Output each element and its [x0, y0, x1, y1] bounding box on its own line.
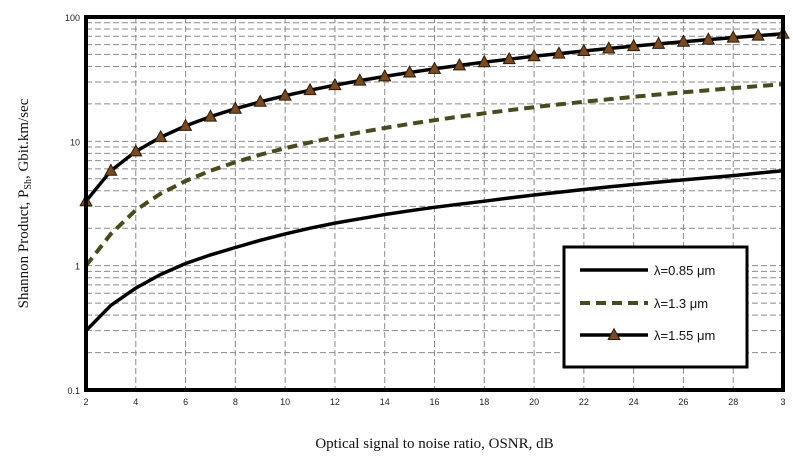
triangle-marker: [427, 61, 442, 74]
triangle-marker: [228, 101, 243, 114]
y-tick-label: 100: [65, 13, 80, 23]
triangle-marker: [477, 54, 491, 68]
y-axis-title-subscript: Sh: [23, 179, 34, 190]
y-tick-label: 0.1: [67, 386, 80, 396]
triangle-marker: [701, 32, 716, 45]
x-tick-label: 24: [629, 397, 639, 407]
triangle-marker: [751, 28, 765, 41]
series-line-dashed: [84, 82, 784, 267]
triangle-marker: [253, 94, 267, 107]
legend: λ=0.85 μm λ=1.3 μm λ=1.55 μm: [562, 245, 749, 369]
x-tick-label: 22: [579, 397, 589, 407]
legend-item: λ=0.85 μm: [580, 263, 715, 278]
y-axis-title: Shannon Product, PSh, Gbit.km/sec: [16, 98, 34, 308]
triangle-marker: [129, 144, 143, 157]
series-line: [84, 168, 784, 332]
y-axis-title-tail: , Gbit.km/sec: [16, 98, 32, 179]
x-tick-label: 12: [330, 397, 340, 407]
triangle-marker: [602, 41, 616, 54]
legend-item: λ=1.3 μm: [580, 296, 708, 311]
x-tick-label: 4: [133, 397, 138, 407]
legend-label: λ=0.85 μm: [654, 263, 715, 278]
x-tick-label: 8: [233, 397, 238, 407]
x-tick-label: 26: [678, 397, 688, 407]
series-layer: [79, 26, 790, 332]
triangle-marker: [502, 51, 516, 65]
triangle-marker: [353, 73, 367, 86]
x-tick-label: 28: [728, 397, 738, 407]
triangle-marker: [452, 58, 467, 71]
triangle-marker: [328, 77, 342, 91]
triangle-marker: [552, 46, 566, 59]
x-tick-label: 2: [83, 397, 88, 407]
triangle-marker: [203, 109, 218, 122]
x-tick-label: 18: [479, 397, 489, 407]
triangle-marker: [676, 34, 691, 47]
triangle-marker: [178, 118, 193, 131]
x-tick-label: 20: [529, 397, 539, 407]
y-tick-label: 10: [70, 137, 80, 147]
y-tick-label: 1: [75, 262, 80, 272]
triangle-marker: [607, 327, 621, 340]
series-3: [79, 26, 790, 207]
x-tick-label: 10: [280, 397, 290, 407]
legend-label: λ=1.3 μm: [654, 296, 708, 311]
triangle-marker: [527, 48, 541, 62]
triangle-marker: [402, 65, 417, 78]
x-tick-label: 16: [429, 397, 439, 407]
triangle-marker: [303, 82, 317, 96]
triangle-marker: [378, 69, 392, 82]
legend-label: λ=1.55 μm: [654, 328, 715, 343]
x-axis-title: Optical signal to noise ratio, OSNR, dB: [315, 436, 553, 452]
series-1: [84, 168, 784, 332]
triangle-marker: [577, 43, 591, 56]
triangle-marker: [626, 38, 641, 52]
triangle-marker: [104, 163, 118, 176]
triangle-marker: [153, 129, 168, 143]
triangle-marker: [726, 30, 740, 43]
x-tick-label: 6: [183, 397, 188, 407]
triangle-marker: [278, 88, 292, 101]
plot-frame: [84, 15, 785, 392]
y-axis-title-main: Shannon Product, P: [16, 190, 32, 309]
x-tick-label: 3: [780, 397, 785, 407]
series-2: [84, 82, 784, 267]
triangle-marker: [651, 36, 666, 49]
x-tick-label: 14: [380, 397, 390, 407]
legend-item: λ=1.55 μm: [580, 327, 715, 343]
legend-box: [562, 245, 749, 369]
